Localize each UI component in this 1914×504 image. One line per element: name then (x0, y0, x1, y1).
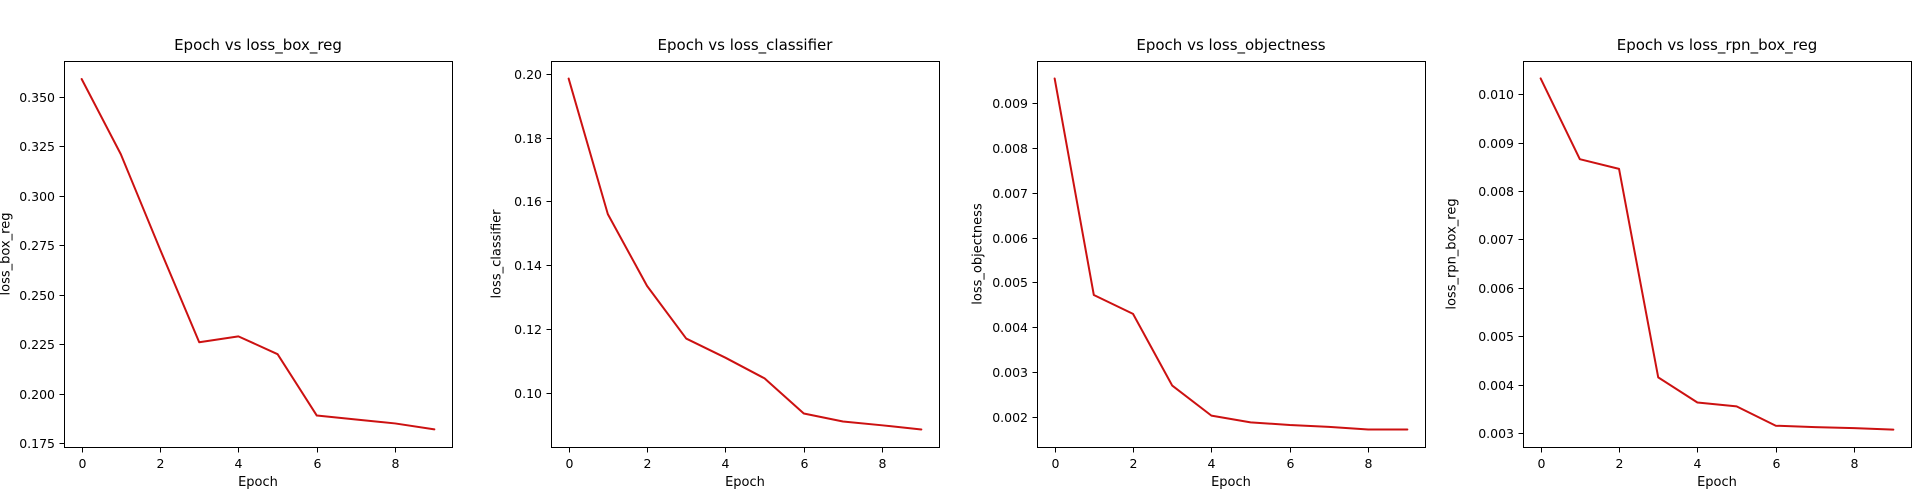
y-tick-label: 0.008 (1478, 184, 1514, 199)
x-tick-label: 8 (1365, 456, 1373, 471)
y-tick-label: 0.009 (992, 96, 1028, 111)
plot-frame (551, 61, 940, 448)
x-axis-label: Epoch (1697, 475, 1737, 490)
plot-frame (1037, 61, 1426, 448)
plot-frame (64, 61, 453, 448)
x-tick-label: 6 (801, 456, 809, 471)
y-tick-label: 0.007 (992, 186, 1028, 201)
y-tick-label: 0.003 (992, 365, 1028, 380)
x-tick-label: 8 (879, 456, 887, 471)
x-tick-label: 4 (722, 456, 730, 471)
x-tick-label: 2 (157, 456, 165, 471)
y-tick-label: 0.14 (514, 258, 542, 273)
chart-title: Epoch vs loss_objectness (1136, 36, 1325, 55)
x-tick-label: 0 (79, 456, 87, 471)
x-tick-label: 6 (1287, 456, 1295, 471)
y-tick-label: 0.275 (19, 238, 55, 253)
y-tick-label: 0.225 (19, 337, 55, 352)
x-tick-label: 4 (235, 456, 243, 471)
x-tick-label: 8 (1851, 456, 1859, 471)
x-tick-label: 2 (1616, 456, 1624, 471)
y-tick-label: 0.350 (19, 90, 55, 105)
y-tick-label: 0.005 (1478, 329, 1514, 344)
subplot-loss-classifier: Epoch vs loss_classifier Epoch loss_clas… (490, 36, 940, 490)
y-tick-label: 0.003 (1478, 426, 1514, 441)
y-tick-label: 0.16 (514, 194, 542, 209)
x-tick-label: 6 (314, 456, 322, 471)
y-tick-label: 0.12 (514, 322, 542, 337)
x-axis-label: Epoch (725, 475, 765, 490)
subplot-loss-box-reg: Epoch vs loss_box_reg Epoch loss_box_reg… (0, 36, 453, 490)
x-axis-label: Epoch (238, 475, 278, 490)
x-tick-label: 6 (1773, 456, 1781, 471)
y-tick-label: 0.006 (1478, 281, 1514, 296)
y-tick-label: 0.18 (514, 131, 542, 146)
y-axis-label: loss_rpn_box_reg (1445, 198, 1460, 309)
x-axis-label: Epoch (1211, 475, 1251, 490)
x-tick-label: 0 (1538, 456, 1546, 471)
x-tick-label: 4 (1208, 456, 1216, 471)
y-tick-label: 0.005 (992, 275, 1028, 290)
subplot-loss-objectness: Epoch vs loss_objectness Epoch loss_obje… (971, 36, 1426, 490)
y-tick-label: 0.002 (992, 410, 1028, 425)
y-tick-label: 0.004 (992, 320, 1028, 335)
series-line (1053, 77, 1409, 431)
x-tick-label: 0 (1052, 456, 1060, 471)
x-tick-label: 4 (1694, 456, 1702, 471)
y-axis-label: loss_classifier (490, 209, 505, 299)
y-tick-label: 0.300 (19, 189, 55, 204)
chart-title: Epoch vs loss_box_reg (174, 36, 342, 55)
y-tick-label: 0.250 (19, 288, 55, 303)
y-tick-label: 0.009 (1478, 136, 1514, 151)
chart-title: Epoch vs loss_rpn_box_reg (1617, 36, 1818, 55)
y-tick-label: 0.004 (1478, 378, 1514, 393)
x-tick-label: 2 (644, 456, 652, 471)
x-tick-label: 0 (566, 456, 574, 471)
y-axis-label: loss_objectness (971, 203, 986, 305)
y-tick-label: 0.10 (514, 386, 542, 401)
subplot-loss-rpn-box-reg: Epoch vs loss_rpn_box_reg Epoch loss_rpn… (1445, 36, 1912, 490)
y-tick-label: 0.007 (1478, 232, 1514, 247)
plot-frame (1523, 61, 1912, 448)
x-tick-label: 8 (392, 456, 400, 471)
series-line (567, 77, 923, 431)
y-tick-label: 0.008 (992, 141, 1028, 156)
series-line (1539, 77, 1895, 431)
y-tick-label: 0.006 (992, 231, 1028, 246)
chart-title: Epoch vs loss_classifier (658, 36, 834, 55)
y-tick-label: 0.325 (19, 139, 55, 154)
x-tick-label: 2 (1130, 456, 1138, 471)
series-line (80, 78, 436, 431)
y-axis-label: loss_box_reg (0, 213, 14, 296)
y-tick-label: 0.175 (19, 436, 55, 451)
y-tick-label: 0.20 (514, 67, 542, 82)
y-tick-label: 0.010 (1478, 87, 1514, 102)
y-tick-label: 0.200 (19, 387, 55, 402)
